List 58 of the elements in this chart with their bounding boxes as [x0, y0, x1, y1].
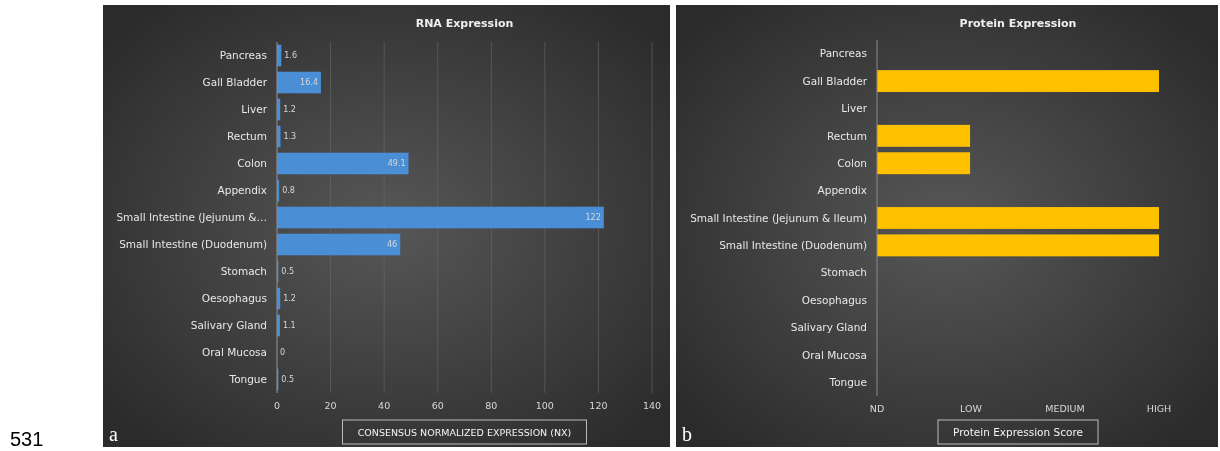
data-label: 0.8 — [282, 186, 295, 196]
data-label: 1.1 — [282, 321, 296, 331]
y-tick-label: Pancreas — [219, 49, 267, 62]
y-tick-label: Gall Bladder — [202, 76, 268, 89]
data-label: 0.5 — [281, 375, 295, 385]
y-tick-label: Tongue — [828, 375, 867, 388]
x-axis-title: CONSENSUS NORMALIZED EXPRESSION (NX) — [357, 427, 572, 438]
text: LOW — [960, 403, 983, 414]
y-tick-label: Rectum — [226, 130, 267, 143]
text: a — [109, 423, 118, 445]
y-tick-label: Small Intestine (Duodenum) — [719, 239, 867, 252]
x-axis-title: Protein Expression Score — [953, 426, 1083, 438]
y-tick-label: Stomach — [220, 265, 267, 278]
x-tick-label: 120 — [589, 400, 608, 411]
data-label: 1.6 — [284, 51, 298, 61]
x-tick-label: 140 — [642, 400, 662, 411]
y-tick-label: Small Intestine (Jejunum &… — [116, 211, 267, 224]
data-label: 122 — [585, 213, 601, 223]
chart-title: Protein Expression — [959, 17, 1077, 30]
y-tick-label: Small Intestine (Duodenum) — [119, 238, 267, 251]
y-tick-label: Pancreas — [819, 47, 867, 60]
x-tick-label: 100 — [535, 400, 554, 411]
y-tick-label: Stomach — [820, 266, 867, 279]
chart-title: RNA Expression — [415, 17, 514, 30]
y-tick-label: Oral Mucosa — [801, 348, 867, 361]
y-tick-label: Oesophagus — [201, 292, 267, 305]
x-tick-label: 40 — [378, 400, 391, 411]
y-tick-label: Small Intestine (Jejunum & Ileum) — [690, 211, 867, 224]
data-label: 49.1 — [387, 159, 406, 169]
y-tick-label: Appendix — [817, 184, 867, 197]
y-tick-label: Salivary Gland — [790, 321, 867, 334]
y-tick-label: Colon — [237, 157, 267, 170]
data-label: 0.5 — [281, 267, 295, 277]
data-label: 1.2 — [283, 105, 296, 115]
y-tick-label: Tongue — [228, 373, 267, 386]
y-tick-label: Gall Bladder — [802, 74, 868, 87]
data-label: 46 — [387, 240, 398, 250]
data-label: 0 — [280, 348, 286, 358]
y-tick-label: Salivary Gland — [190, 319, 267, 332]
y-tick-label: Rectum — [826, 129, 867, 142]
data-label: 1.2 — [283, 294, 296, 304]
text: 531 — [10, 428, 44, 450]
text: ND — [869, 403, 885, 414]
y-tick-label: Colon — [837, 156, 867, 169]
y-tick-label: Liver — [241, 103, 268, 116]
y-tick-label: Liver — [841, 102, 868, 115]
data-label: 1.3 — [283, 132, 297, 142]
data-label: 16.4 — [300, 78, 318, 88]
text: b — [682, 423, 692, 445]
x-tick-label: 60 — [431, 400, 444, 411]
y-tick-label: Appendix — [217, 184, 267, 197]
x-tick-label: 20 — [324, 400, 337, 411]
x-tick-label: 80 — [485, 400, 498, 411]
text: HIGH — [1146, 403, 1172, 414]
y-tick-label: Oral Mucosa — [201, 346, 267, 359]
y-tick-label: Oesophagus — [801, 293, 867, 306]
text: MEDIUM — [1045, 403, 1085, 414]
x-tick-label: 0 — [273, 400, 281, 411]
